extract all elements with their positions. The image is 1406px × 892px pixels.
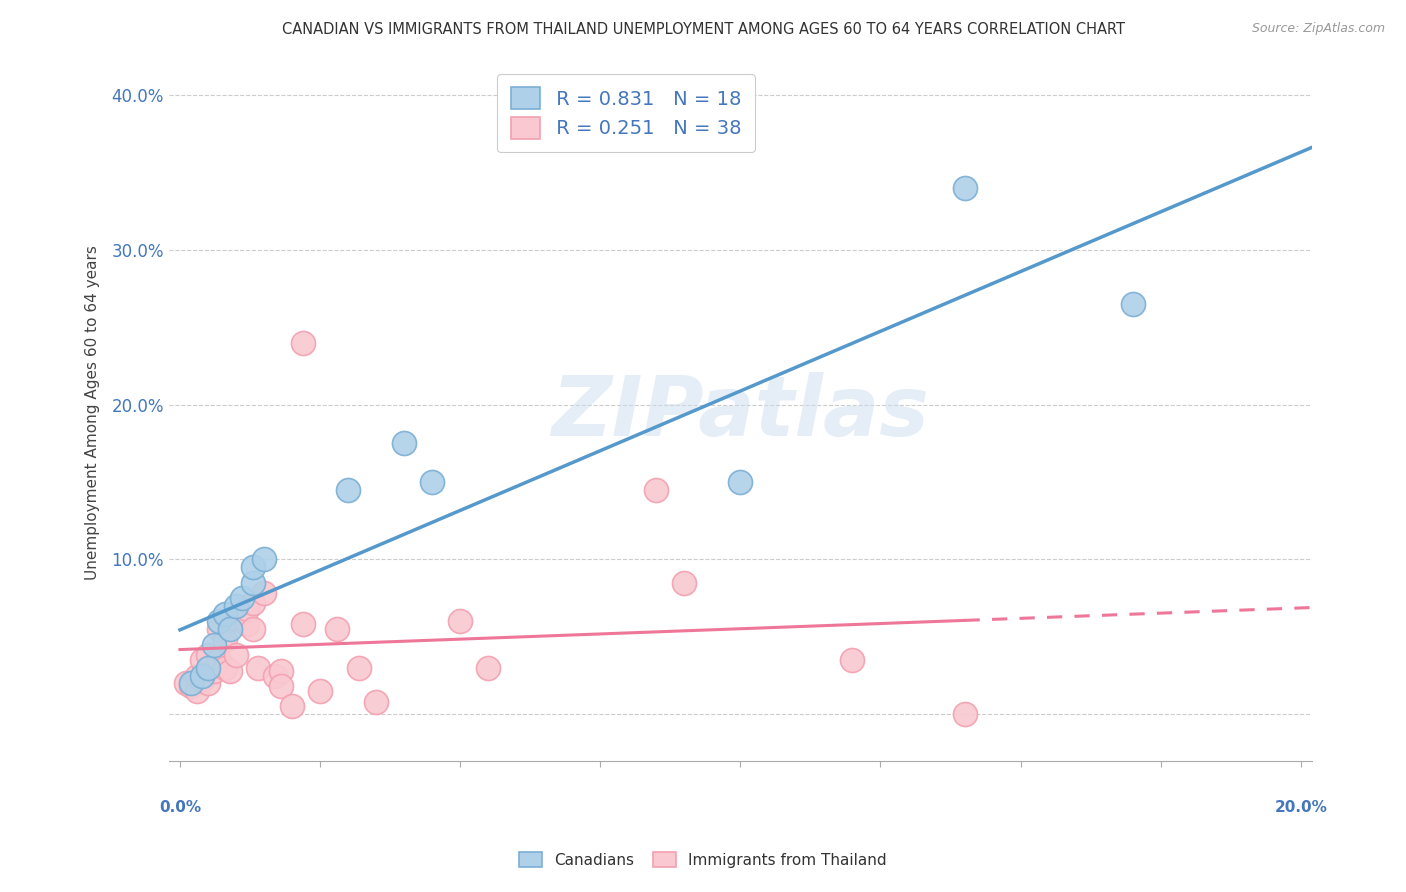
Point xyxy=(225,648,247,663)
Point xyxy=(326,622,349,636)
Point xyxy=(214,607,236,621)
Text: CANADIAN VS IMMIGRANTS FROM THAILAND UNEMPLOYMENT AMONG AGES 60 TO 64 YEARS CORR: CANADIAN VS IMMIGRANTS FROM THAILAND UNE… xyxy=(281,22,1125,37)
Point xyxy=(219,622,242,636)
Point xyxy=(225,599,247,613)
Point xyxy=(420,475,443,489)
Text: 0.0%: 0.0% xyxy=(159,799,201,814)
Point xyxy=(264,668,287,682)
Point xyxy=(309,684,332,698)
Point xyxy=(337,483,360,497)
Point xyxy=(253,552,276,566)
Point xyxy=(449,615,471,629)
Point xyxy=(191,668,214,682)
Point xyxy=(673,575,696,590)
Point xyxy=(236,617,259,632)
Point xyxy=(174,676,197,690)
Legend:  R = 0.831   N = 18,  R = 0.251   N = 38: R = 0.831 N = 18, R = 0.251 N = 38 xyxy=(498,74,755,153)
Point xyxy=(645,483,668,497)
Text: 20.0%: 20.0% xyxy=(1274,799,1327,814)
Point xyxy=(214,661,236,675)
Point xyxy=(477,661,499,675)
Point xyxy=(292,617,315,632)
Point xyxy=(186,684,208,698)
Point xyxy=(202,664,225,678)
Point xyxy=(242,596,264,610)
Point xyxy=(1122,297,1144,311)
Point xyxy=(953,707,976,722)
Point xyxy=(349,661,371,675)
Point xyxy=(197,676,219,690)
Point xyxy=(841,653,863,667)
Point xyxy=(270,664,292,678)
Point xyxy=(225,611,247,625)
Point xyxy=(730,475,752,489)
Point xyxy=(253,586,276,600)
Point xyxy=(219,664,242,678)
Point xyxy=(214,632,236,647)
Point xyxy=(247,661,270,675)
Point xyxy=(180,679,202,693)
Point xyxy=(242,622,264,636)
Point xyxy=(270,679,292,693)
Point xyxy=(281,699,304,714)
Point xyxy=(236,602,259,616)
Point xyxy=(191,673,214,688)
Point xyxy=(292,335,315,350)
Point xyxy=(392,436,415,450)
Point xyxy=(208,615,231,629)
Text: Source: ZipAtlas.com: Source: ZipAtlas.com xyxy=(1251,22,1385,36)
Point xyxy=(202,638,225,652)
Point xyxy=(231,591,253,606)
Point xyxy=(366,695,388,709)
Point xyxy=(186,668,208,682)
Legend: Canadians, Immigrants from Thailand: Canadians, Immigrants from Thailand xyxy=(512,844,894,875)
Point xyxy=(197,661,219,675)
Point xyxy=(208,622,231,636)
Point xyxy=(953,181,976,195)
Point xyxy=(197,648,219,663)
Point xyxy=(180,676,202,690)
Y-axis label: Unemployment Among Ages 60 to 64 years: Unemployment Among Ages 60 to 64 years xyxy=(86,245,100,580)
Text: ZIPatlas: ZIPatlas xyxy=(551,372,929,453)
Point xyxy=(242,560,264,574)
Point xyxy=(242,575,264,590)
Point xyxy=(191,653,214,667)
Point xyxy=(208,653,231,667)
